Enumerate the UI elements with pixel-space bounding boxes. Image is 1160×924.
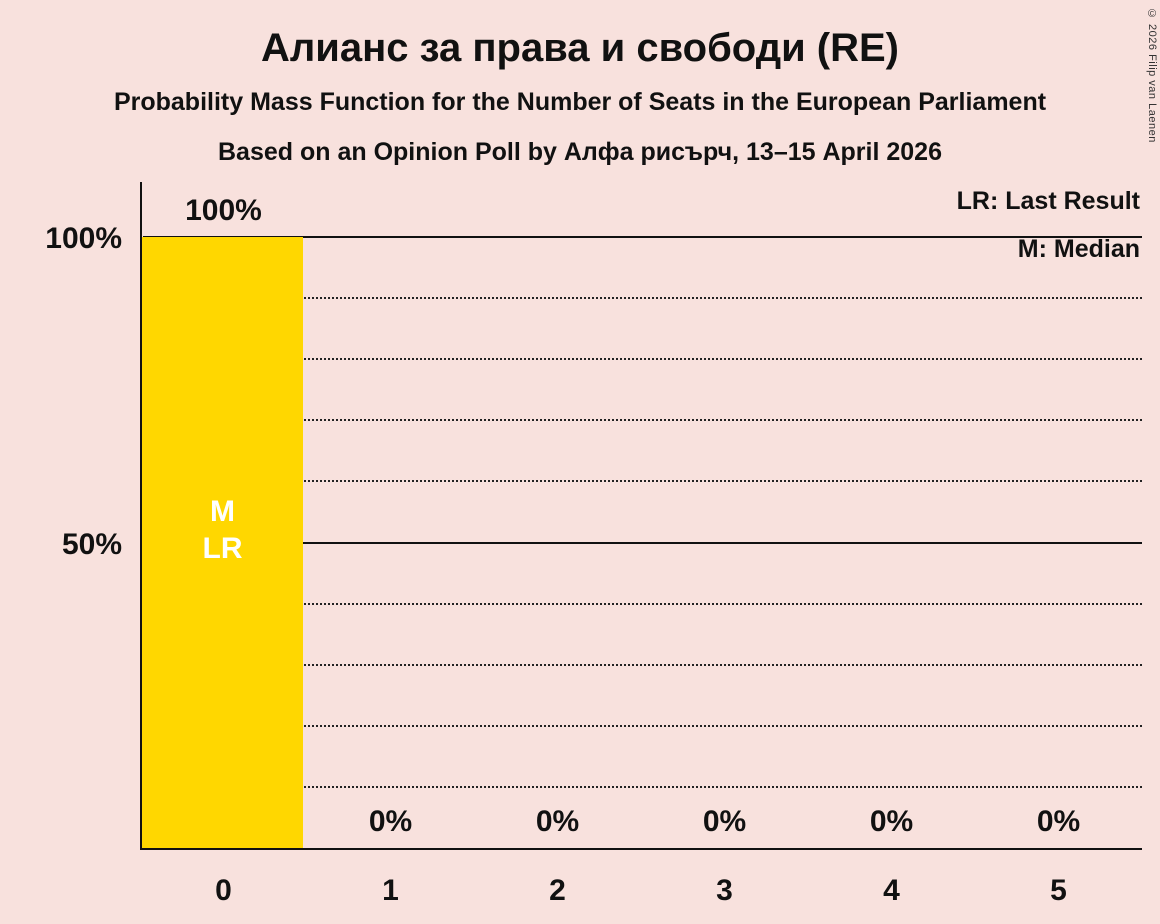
x-tick-label-0: 0 bbox=[215, 874, 232, 907]
y-axis-tick-50: 50% bbox=[61, 528, 122, 561]
gridline-20 bbox=[143, 724, 1142, 727]
copyright-notice: © 2026 Filip van Laenen bbox=[1146, 8, 1158, 143]
value-label-seats-4: 0% bbox=[869, 805, 914, 838]
value-label-seats-1: 0% bbox=[368, 805, 413, 838]
chart-subtitle: Probability Mass Function for the Number… bbox=[113, 88, 1047, 116]
gridline-70 bbox=[143, 419, 1142, 422]
bar-annotation-m: M bbox=[210, 495, 235, 529]
y-axis-line bbox=[140, 182, 142, 850]
y-axis-tick-100: 100% bbox=[45, 222, 122, 255]
x-tick-label-1: 1 bbox=[382, 874, 399, 907]
legend-last-result: LR: Last Result bbox=[956, 187, 1140, 215]
gridline-90 bbox=[143, 297, 1142, 300]
value-label-seats-0: 100% bbox=[185, 194, 262, 227]
legend-median: M: Median bbox=[1017, 235, 1140, 263]
chart-poll-info: Based on an Opinion Poll by Алфа рисърч,… bbox=[218, 138, 942, 166]
bar-annotation-labels: M LR bbox=[142, 493, 303, 567]
gridline-50 bbox=[143, 541, 1142, 544]
x-axis-line bbox=[140, 848, 1142, 850]
x-tick-label-3: 3 bbox=[716, 874, 733, 907]
x-tick-label-2: 2 bbox=[549, 874, 566, 907]
value-label-seats-2: 0% bbox=[535, 805, 580, 838]
gridline-40 bbox=[143, 602, 1142, 605]
chart-title: Алианс за права и свободи (RE) bbox=[261, 26, 899, 70]
value-label-seats-3: 0% bbox=[702, 805, 747, 838]
gridline-10 bbox=[143, 785, 1142, 788]
gridline-100 bbox=[143, 236, 1142, 238]
bar-annotation-lr: LR bbox=[202, 532, 243, 566]
value-label-seats-5: 0% bbox=[1036, 805, 1081, 838]
gridline-80 bbox=[143, 358, 1142, 361]
x-tick-label-4: 4 bbox=[883, 874, 900, 907]
gridline-60 bbox=[143, 480, 1142, 483]
x-tick-label-5: 5 bbox=[1050, 874, 1067, 907]
gridline-30 bbox=[143, 663, 1142, 666]
bar-seats-0: M LR bbox=[142, 237, 303, 848]
